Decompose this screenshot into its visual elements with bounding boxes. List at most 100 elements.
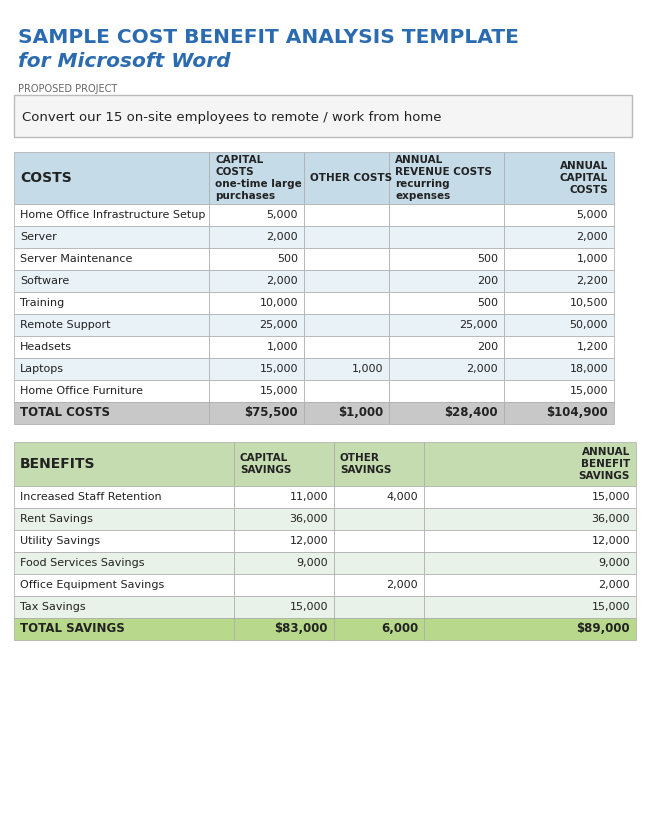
Bar <box>14 380 209 402</box>
Bar <box>14 574 234 596</box>
Bar <box>234 552 334 574</box>
Bar <box>14 270 209 292</box>
Text: 200: 200 <box>477 342 498 352</box>
Text: 15,000: 15,000 <box>260 386 298 396</box>
Text: 9,000: 9,000 <box>598 558 630 568</box>
Bar <box>424 508 636 530</box>
Bar <box>504 380 614 402</box>
Bar <box>424 552 636 574</box>
Bar <box>209 204 304 226</box>
Bar <box>304 380 389 402</box>
Text: 1,000: 1,000 <box>576 254 608 264</box>
Text: 15,000: 15,000 <box>592 602 630 612</box>
Text: $89,000: $89,000 <box>576 623 630 636</box>
Bar <box>334 442 424 486</box>
Text: Server Maintenance: Server Maintenance <box>20 254 132 264</box>
Text: $83,000: $83,000 <box>275 623 328 636</box>
Text: Rent Savings: Rent Savings <box>20 514 93 524</box>
Text: 200: 200 <box>477 276 498 286</box>
Bar <box>209 314 304 336</box>
Text: Increased Staff Retention: Increased Staff Retention <box>20 492 162 502</box>
Text: 50,000: 50,000 <box>570 320 608 330</box>
Text: 12,000: 12,000 <box>289 536 328 546</box>
Bar <box>424 442 636 486</box>
Text: 9,000: 9,000 <box>297 558 328 568</box>
Text: 18,000: 18,000 <box>569 364 608 374</box>
Text: CAPITAL
SAVINGS: CAPITAL SAVINGS <box>240 453 291 475</box>
Text: BENEFITS: BENEFITS <box>20 457 96 471</box>
Bar <box>14 508 234 530</box>
Text: 25,000: 25,000 <box>459 320 498 330</box>
Text: 500: 500 <box>477 254 498 264</box>
Text: Remote Support: Remote Support <box>20 320 110 330</box>
Text: 2,000: 2,000 <box>266 276 298 286</box>
Bar <box>14 204 209 226</box>
Bar <box>389 336 504 358</box>
Bar <box>334 530 424 552</box>
Bar <box>334 486 424 508</box>
Text: OTHER
SAVINGS: OTHER SAVINGS <box>340 453 391 475</box>
Text: 2,200: 2,200 <box>576 276 608 286</box>
Bar <box>304 152 389 204</box>
Bar <box>14 402 209 424</box>
Bar <box>424 486 636 508</box>
Bar <box>304 270 389 292</box>
Bar <box>304 248 389 270</box>
Text: 2,000: 2,000 <box>266 232 298 242</box>
Bar <box>209 226 304 248</box>
Bar <box>504 248 614 270</box>
Text: $28,400: $28,400 <box>444 406 498 419</box>
Bar <box>209 248 304 270</box>
Text: Software: Software <box>20 276 69 286</box>
Bar <box>424 530 636 552</box>
Text: 5,000: 5,000 <box>576 210 608 220</box>
Bar <box>304 336 389 358</box>
Text: CAPITAL
COSTS
one-time large
purchases: CAPITAL COSTS one-time large purchases <box>215 155 302 201</box>
Bar <box>209 292 304 314</box>
Bar <box>389 292 504 314</box>
Text: 500: 500 <box>477 298 498 308</box>
Text: Home Office Furniture: Home Office Furniture <box>20 386 143 396</box>
Text: for Microsoft Word: for Microsoft Word <box>18 52 231 71</box>
Text: 15,000: 15,000 <box>592 492 630 502</box>
Bar <box>424 574 636 596</box>
Bar <box>209 270 304 292</box>
Bar <box>304 204 389 226</box>
Bar <box>14 336 209 358</box>
Bar <box>14 358 209 380</box>
Bar <box>334 552 424 574</box>
Text: TOTAL COSTS: TOTAL COSTS <box>20 406 110 419</box>
Bar <box>389 248 504 270</box>
Bar <box>504 226 614 248</box>
Bar <box>14 292 209 314</box>
Bar <box>234 574 334 596</box>
Bar <box>14 552 234 574</box>
Bar <box>504 204 614 226</box>
Bar <box>209 380 304 402</box>
Bar <box>14 152 209 204</box>
Bar <box>389 380 504 402</box>
Bar <box>389 152 504 204</box>
Bar <box>424 596 636 618</box>
Text: Training: Training <box>20 298 64 308</box>
Text: ANNUAL
REVENUE COSTS
recurring
expenses: ANNUAL REVENUE COSTS recurring expenses <box>395 155 492 201</box>
Text: $104,900: $104,900 <box>547 406 608 419</box>
Text: ANNUAL
BENEFIT
SAVINGS: ANNUAL BENEFIT SAVINGS <box>579 447 630 481</box>
Text: Tax Savings: Tax Savings <box>20 602 86 612</box>
Text: 25,000: 25,000 <box>260 320 298 330</box>
Bar <box>234 508 334 530</box>
Text: Office Equipment Savings: Office Equipment Savings <box>20 580 164 590</box>
Text: TOTAL SAVINGS: TOTAL SAVINGS <box>20 623 125 636</box>
Bar <box>209 336 304 358</box>
Text: Home Office Infrastructure Setup: Home Office Infrastructure Setup <box>20 210 205 220</box>
Bar <box>504 270 614 292</box>
Text: 15,000: 15,000 <box>570 386 608 396</box>
Bar <box>304 292 389 314</box>
Text: 1,000: 1,000 <box>351 364 383 374</box>
Bar <box>14 314 209 336</box>
Bar <box>14 442 234 486</box>
Bar <box>209 152 304 204</box>
Bar <box>209 402 304 424</box>
FancyBboxPatch shape <box>14 95 632 137</box>
Bar <box>14 618 234 640</box>
